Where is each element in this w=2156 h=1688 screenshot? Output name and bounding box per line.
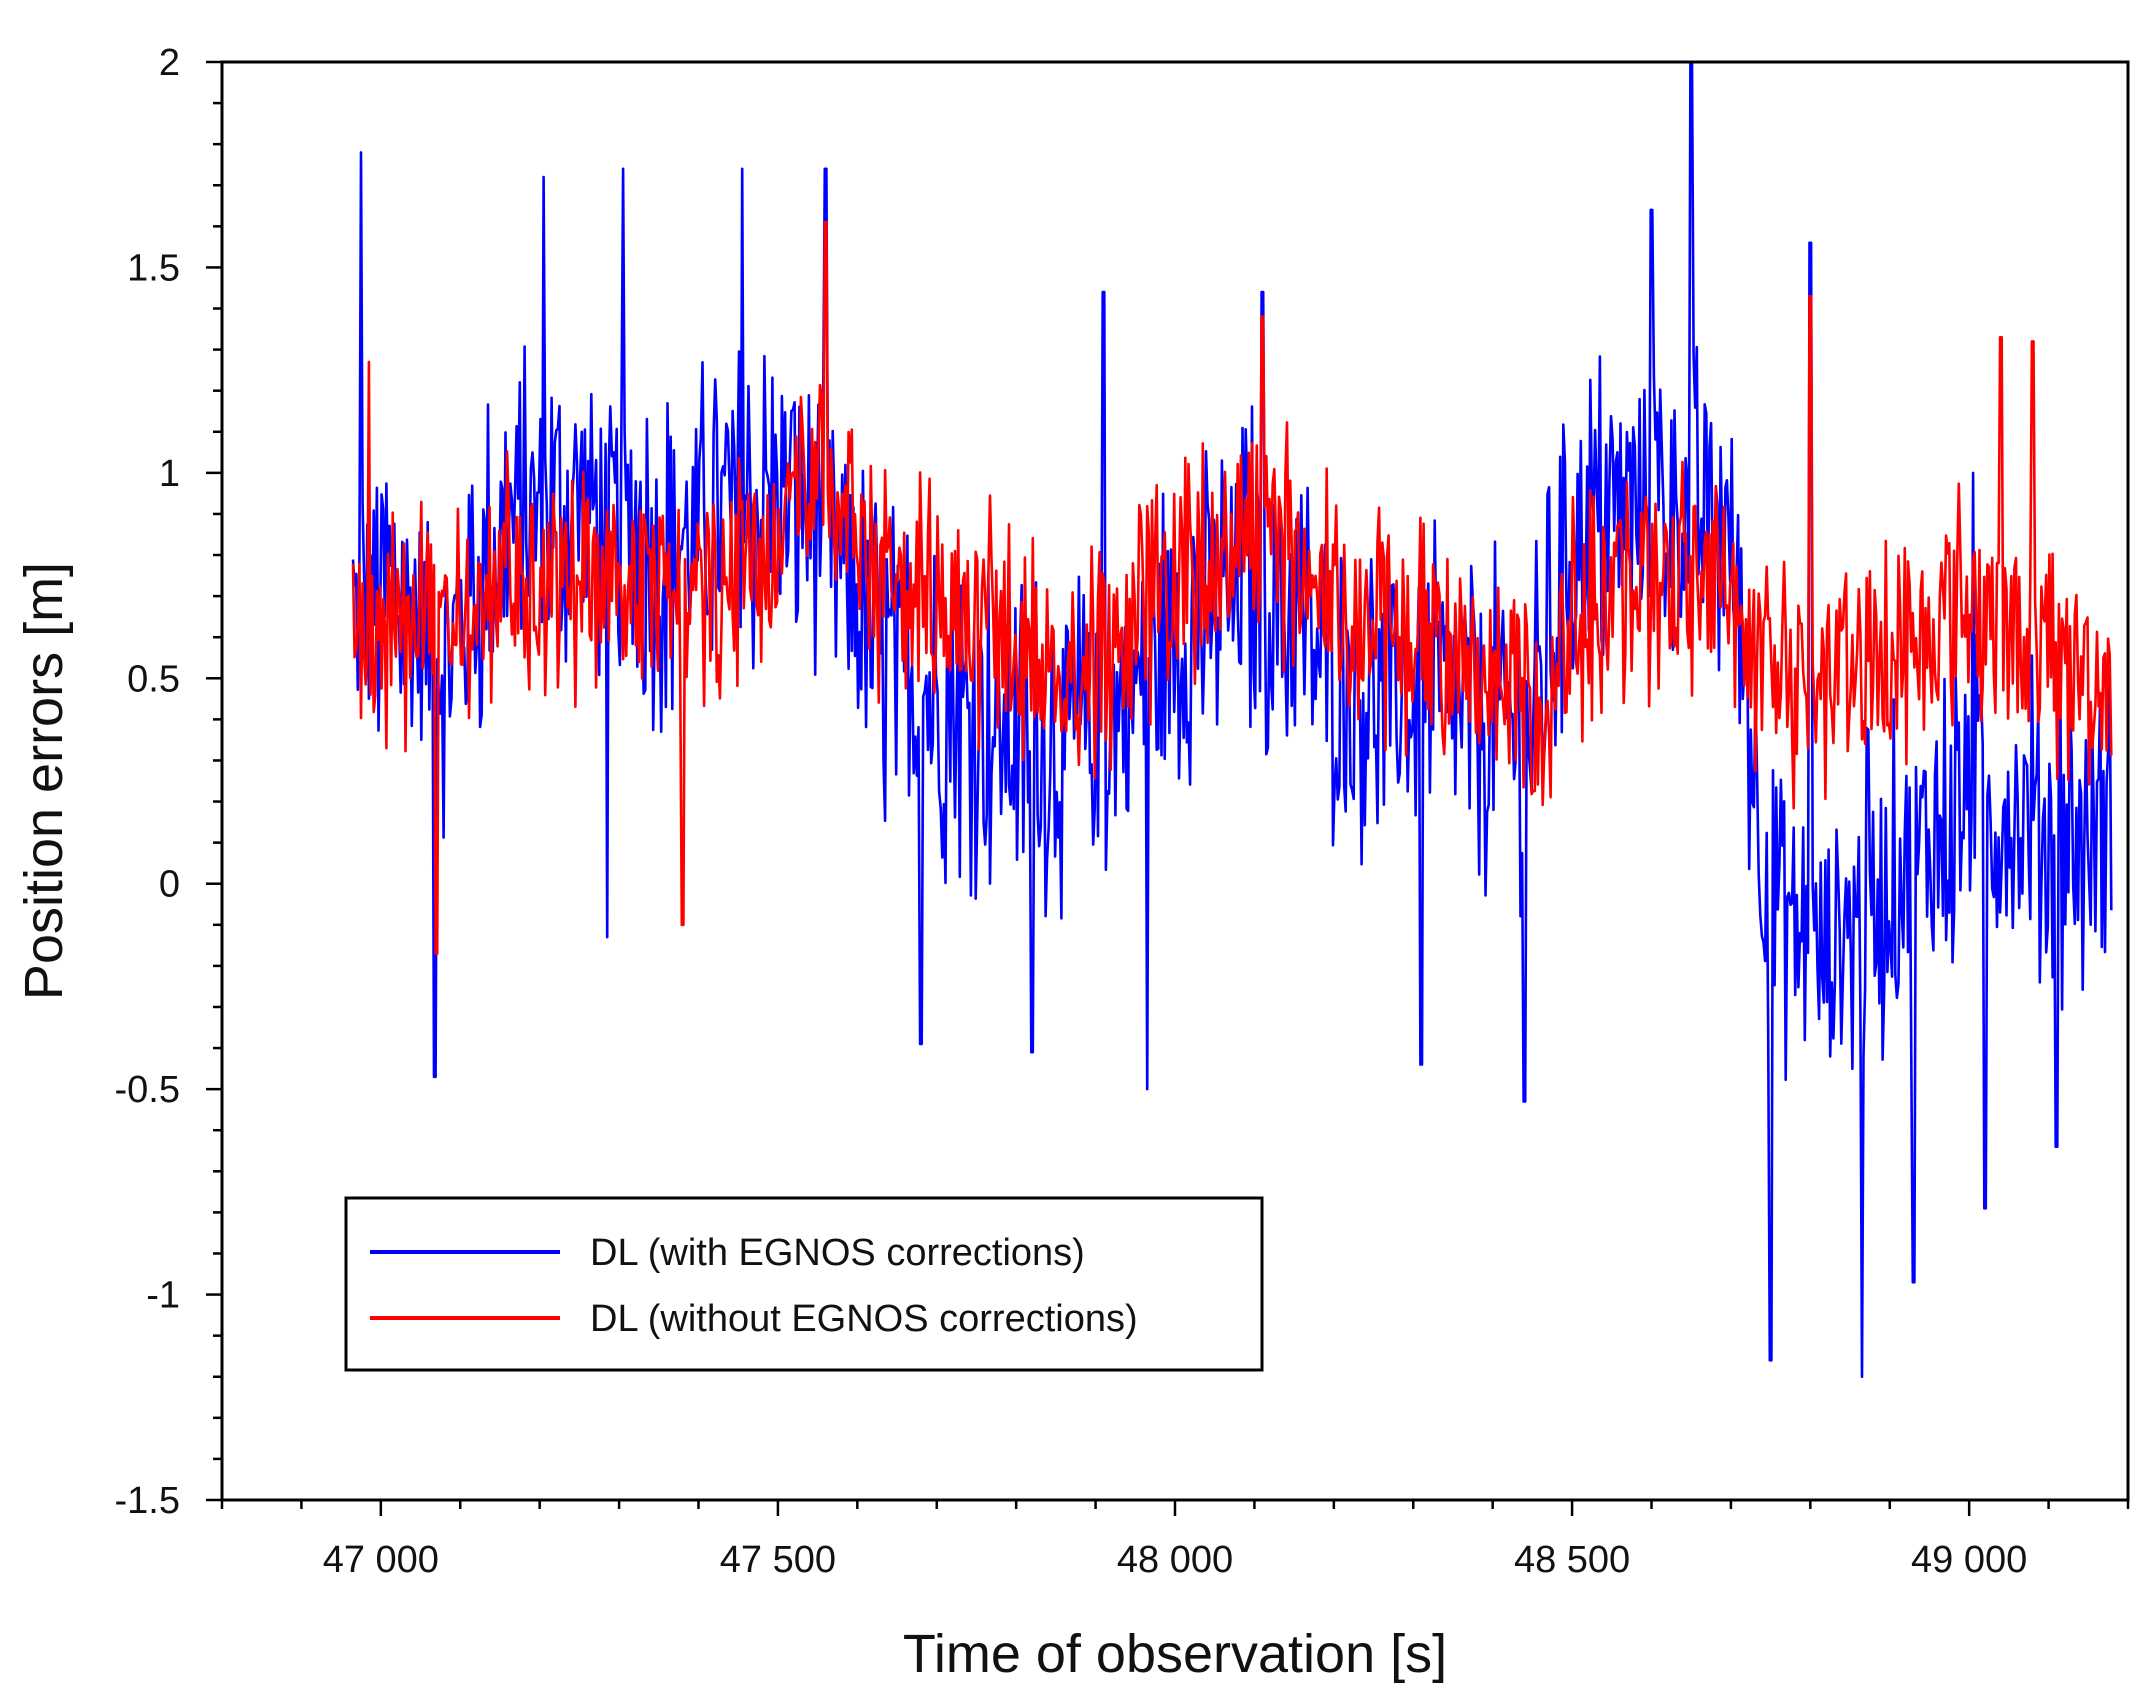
legend-label-with-egnos: DL (with EGNOS corrections)	[590, 1232, 1085, 1274]
x-tick-label: 48 000	[1117, 1539, 1233, 1581]
legend-label-without-egnos: DL (without EGNOS corrections)	[590, 1298, 1138, 1340]
x-axis-ticks: 47 000 47 500 48 000 48 500 49 000	[220, 1500, 2130, 1581]
x-tick-label: 47 000	[323, 1539, 439, 1581]
x-axis-title: Time of observation [s]	[903, 1624, 1447, 1684]
series-line-without-egnos	[351, 220, 2113, 955]
y-axis-ticks: -1.5 -1 -0.5 0 0.5 1 1.5 2	[115, 42, 222, 1522]
y-tick-label: 0.5	[127, 658, 180, 700]
y-tick-label: 2	[159, 42, 180, 84]
y-tick-label: -0.5	[115, 1069, 180, 1111]
x-tick-label: 49 000	[1911, 1539, 2027, 1581]
y-tick-label: -1.5	[115, 1480, 180, 1522]
y-tick-label: 1	[159, 453, 180, 495]
x-tick-label: 48 500	[1514, 1539, 1630, 1581]
legend-box	[344, 1196, 1264, 1372]
y-axis-title: Position errors [m]	[14, 562, 74, 1000]
series-layer	[351, 60, 2113, 1378]
legend: DL (with EGNOS corrections) DL (without …	[344, 1196, 1264, 1372]
x-tick-label: 47 500	[720, 1539, 836, 1581]
y-tick-label: -1	[146, 1275, 180, 1317]
y-tick-label: 0	[159, 864, 180, 906]
y-tick-label: 1.5	[127, 247, 180, 289]
